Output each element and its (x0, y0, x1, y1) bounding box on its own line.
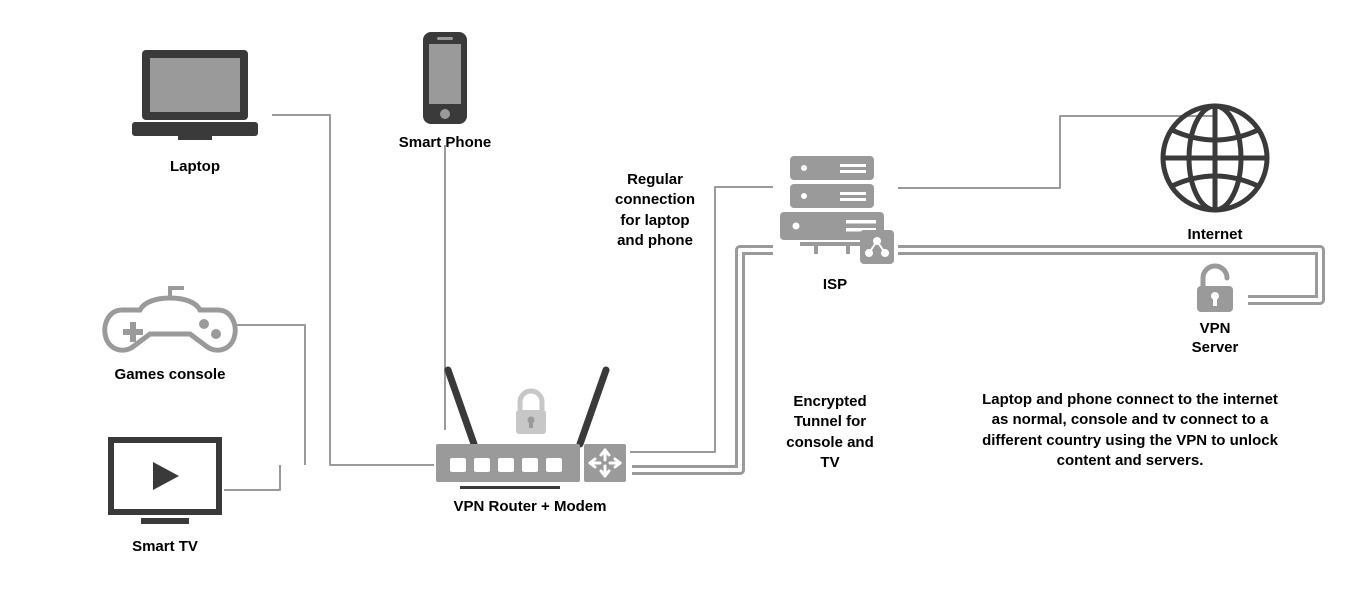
internet-label: Internet (1187, 226, 1242, 245)
isp-node: ISP (770, 150, 900, 295)
tv-icon (105, 432, 225, 532)
vpn-router-node: VPN Router + Modem (430, 352, 630, 517)
laptop-node: Laptop (125, 42, 265, 177)
globe-icon (1150, 100, 1280, 220)
server-stack-icon (770, 150, 900, 270)
games-console-label: Games console (115, 366, 226, 385)
regular-connection-text: Regular connection for laptop and phone (595, 170, 715, 251)
smart-tv-label: Smart TV (132, 538, 198, 557)
vpn-router-label: VPN Router + Modem (454, 498, 607, 517)
vpn-server-label: VPN Server (1192, 320, 1239, 358)
internet-node: Internet (1150, 100, 1280, 245)
gamepad-icon (100, 282, 240, 360)
isp-label: ISP (823, 276, 847, 295)
vpn-server-node: VPN Server (1185, 262, 1245, 358)
open-lock-icon (1185, 262, 1245, 314)
games-console-node: Games console (95, 282, 245, 385)
smartphone-icon (415, 28, 475, 128)
smart-tv-node: Smart TV (105, 432, 225, 557)
router-icon (430, 352, 630, 492)
laptop-icon (120, 42, 270, 152)
smartphone-node: Smart Phone (415, 28, 475, 153)
laptop-label: Laptop (170, 158, 220, 177)
smartphone-label: Smart Phone (399, 134, 492, 153)
encrypted-tunnel-text: Encrypted Tunnel for console and TV (770, 392, 890, 473)
description-text: Laptop and phone connect to the internet… (950, 390, 1310, 471)
